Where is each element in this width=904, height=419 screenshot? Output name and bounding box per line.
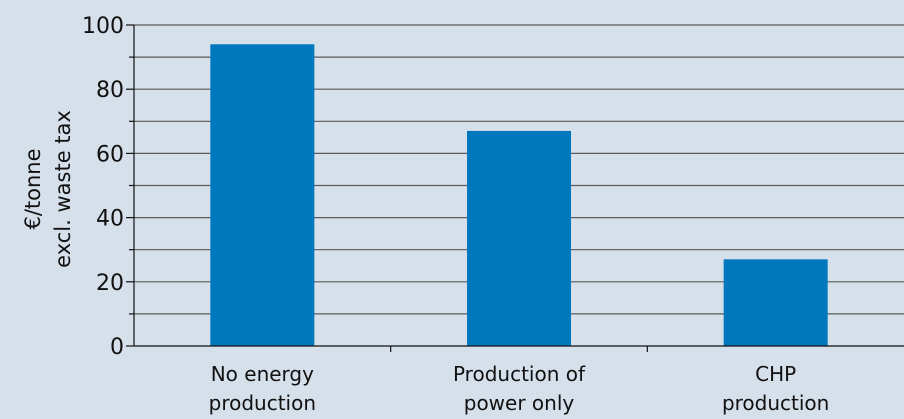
y-tick-label: 100 <box>82 14 124 39</box>
y-tick-label: 0 <box>110 335 124 360</box>
x-category-label: production <box>209 391 316 415</box>
y-axis-label-line-2: excl. waste tax <box>51 110 75 268</box>
axes <box>126 24 904 352</box>
y-tick-label: 40 <box>96 207 124 232</box>
y-tick-label: 60 <box>96 142 124 167</box>
bar <box>723 259 828 346</box>
x-category-label: production <box>722 391 829 415</box>
bar <box>467 130 571 346</box>
y-axis-label: €/tonne excl. waste tax <box>21 110 75 268</box>
y-tick-label: 80 <box>96 78 124 103</box>
x-category-label: CHP <box>755 362 796 386</box>
y-axis-label-line-1: €/tonne <box>21 148 45 229</box>
x-category-label: power only <box>464 391 575 415</box>
bar <box>210 44 315 346</box>
x-category-label: No energy <box>211 362 314 386</box>
y-tick-label: 20 <box>96 271 124 296</box>
y-tick-labels: 0 20 40 60 80 100 <box>82 14 124 360</box>
x-category-label: Production of <box>453 362 586 386</box>
bars <box>210 44 828 346</box>
x-category-labels: No energy production Production of power on… <box>209 362 830 415</box>
